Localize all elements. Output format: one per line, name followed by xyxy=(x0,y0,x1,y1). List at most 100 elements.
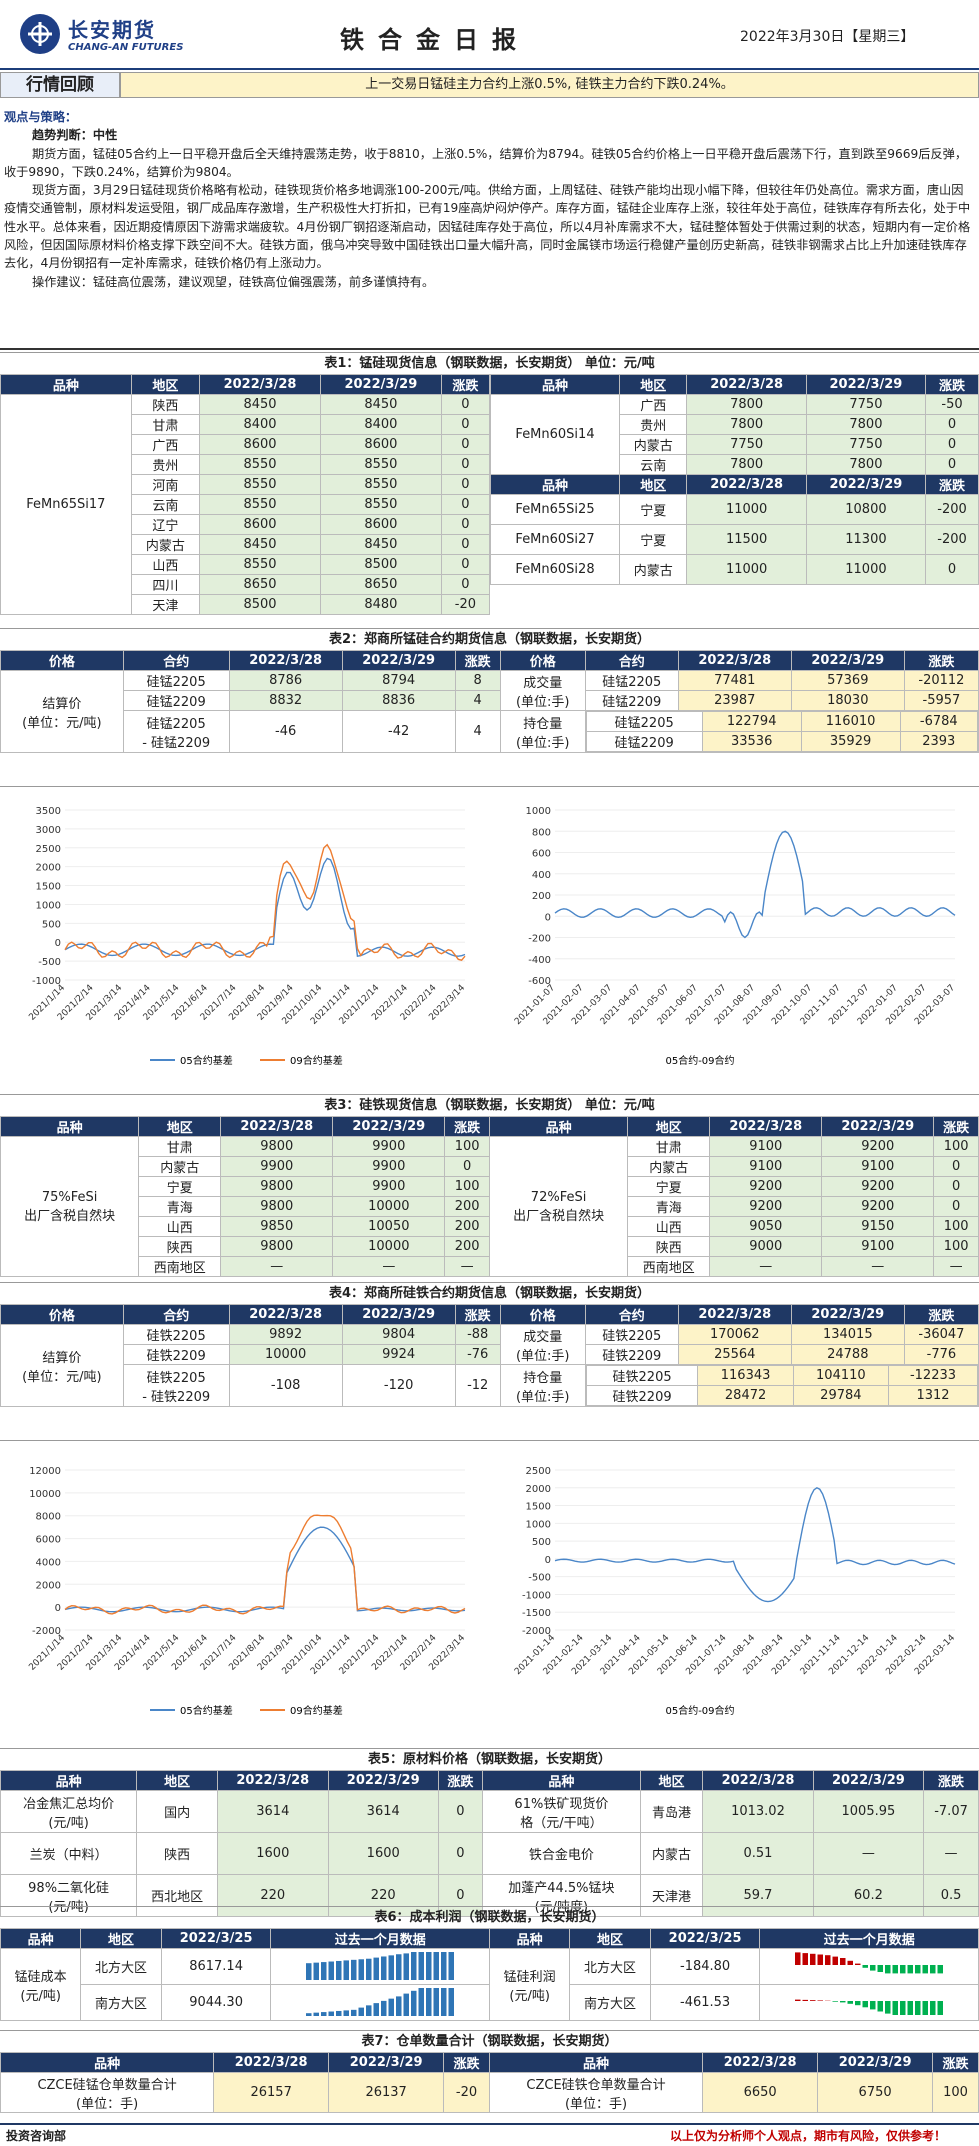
table-cell: -461.53 xyxy=(649,1984,761,2021)
table-cell: 甘肃 xyxy=(627,1136,711,1157)
sparkline-bar xyxy=(396,1953,402,1980)
column-header: 2022/3/28 xyxy=(686,374,807,395)
table-cell: 200 xyxy=(444,1216,490,1237)
table-cell: 8 xyxy=(454,670,501,691)
table-cell: 2393 xyxy=(899,731,979,752)
table-cell: 0 xyxy=(440,474,491,495)
sparkline-bar xyxy=(930,2000,936,2015)
column-header: 品种 xyxy=(481,1770,641,1791)
table-cell: — xyxy=(923,1832,979,1875)
table-cell: -46 xyxy=(228,710,343,753)
table-cell: 57369 xyxy=(790,670,905,691)
column-header: 价格 xyxy=(0,650,124,671)
table-row: 陕西 9800 10000 200 陕西 9000 9100 100 xyxy=(1,1236,979,1257)
table-row: 南方大区 9044.30 南方大区 -461.53 xyxy=(1,1984,979,2021)
table-cell: 8832 xyxy=(228,690,343,711)
product-cell: CZCE硅锰仓单数量合计 (单位：手) xyxy=(0,2072,215,2113)
table-row: CZCE硅锰仓单数量合计 (单位：手) 26157 26137 -20 CZCE硅铁仓单数… xyxy=(0,2072,979,2113)
y-tick-label: -500 xyxy=(528,1573,551,1584)
table-row: 价格 合约 2022/3/28 2022/3/29 涨跌 价格 合约 2022/3/28 202… xyxy=(0,650,979,671)
table-cell: 7800 xyxy=(686,414,807,435)
y-tick-label: 2000 xyxy=(36,863,61,874)
table-row: 兰炭（中料） 陕西 1600 1600 0 铁合金电价 内蒙古 0.51— — xyxy=(0,1832,979,1875)
table-cell: 0 xyxy=(440,454,491,475)
table4-caption: 表4：郑商所硅铁合约期货信息（钢联数据，长安期货） xyxy=(0,1282,979,1304)
sparkline-bar xyxy=(321,2011,327,2016)
chart-mnsi-basis: 3500300025002000150010005000-500-1000202… xyxy=(27,806,467,1067)
table-cell: 11300 xyxy=(805,524,927,555)
sparkline-bar xyxy=(907,1964,914,1973)
sparkline-bar xyxy=(862,2000,869,2007)
logo-text-en: CHANG-AN FUTURES xyxy=(68,42,184,53)
table-cell: 0 xyxy=(440,394,491,415)
column-header: 2022/3/28 xyxy=(217,1770,329,1791)
column-header: 2022/3/29 xyxy=(327,1770,439,1791)
table-cell: -200 xyxy=(925,494,979,525)
sparkline-bar xyxy=(937,2000,944,2015)
legend-05-label: 05合约基差 xyxy=(180,1054,233,1067)
table-cell: 9050 xyxy=(709,1216,823,1237)
column-header: 2022/3/25 xyxy=(649,1928,761,1949)
table-cell: 7750 xyxy=(686,434,807,455)
table-cell: 内蒙古 xyxy=(619,434,688,455)
table-cell: -12 xyxy=(454,1364,501,1407)
table-cell: 8550 xyxy=(319,454,442,475)
table6-caption: 表6：成本利润（钢联数据，长安期货） xyxy=(0,1906,979,1928)
column-header: 合约 xyxy=(122,1304,230,1325)
table-cell: 9100 xyxy=(821,1236,935,1257)
table-row: 四川 8650 8650 0 xyxy=(1,574,491,595)
table1-caption: 表1：锰硅现货信息（钢联数据，长安期货） 单位：元/吨 xyxy=(0,352,979,374)
product-cell: 铁合金电价 xyxy=(481,1832,641,1875)
table-cell: 0.51 xyxy=(702,1832,814,1875)
table-cell: 陕西 xyxy=(627,1236,711,1257)
y-tick-label: 400 xyxy=(532,870,551,881)
table-cell: 7800 xyxy=(805,454,927,475)
sparkline-bar xyxy=(403,1993,410,2016)
sparkline-bar xyxy=(840,1957,846,1965)
table-cell: 60.2 xyxy=(812,1874,925,1917)
table-cell: 9100 xyxy=(709,1156,823,1177)
table-cell: 1005.95 xyxy=(812,1790,925,1833)
sparkline-bar xyxy=(802,1999,809,2001)
sparkline-bar xyxy=(411,1951,417,1980)
y-tick-label: 1000 xyxy=(526,806,551,817)
column-header: 地区 xyxy=(136,1770,219,1791)
sparkline-bar xyxy=(358,1958,365,1980)
sparkline-bar xyxy=(930,1964,936,1973)
view-section: 观点与策略： 趋势判断：中性 期货方面，锰硅05合约上一日平稳开盘后全天维持震荡… xyxy=(0,104,979,350)
table-cell: -108 xyxy=(228,1364,343,1407)
table-cell: 1312 xyxy=(887,1385,979,1406)
sparkline-bar xyxy=(388,1998,395,2016)
column-header: 2022/3/29 xyxy=(817,2052,934,2073)
table-cell: — xyxy=(709,1256,823,1277)
sparkline-bar xyxy=(900,1964,906,1973)
y-tick-label: 4000 xyxy=(36,1557,61,1568)
sparkline-bar xyxy=(426,1951,432,1980)
table-cell: — xyxy=(933,1256,979,1277)
y-tick-label: 8000 xyxy=(36,1512,61,1523)
view-paragraph-spot: 现货方面，3月29日锰硅现货价格略有松动，硅铁现货价格多地调涨100-200元/… xyxy=(4,183,971,271)
sparkline-bar xyxy=(441,1951,447,1980)
table-cell: 6650 xyxy=(702,2072,819,2113)
sparkline-bar xyxy=(900,2000,906,2015)
table-cell: 0 xyxy=(925,434,979,455)
table2: 价格 合约 2022/3/28 2022/3/29 涨跌 价格 合约 2022/3/28 202… xyxy=(0,650,979,753)
table-row: 品种 地区 2022/3/28 2022/3/29 涨跌 xyxy=(489,474,979,495)
table-row: 品种 地区 2022/3/28 2022/3/29 涨跌 xyxy=(0,374,491,395)
column-header: 涨跌 xyxy=(923,1770,979,1791)
table-cell: 8550 xyxy=(199,474,321,495)
table-cell: 0 xyxy=(440,514,491,535)
column-header: 涨跌 xyxy=(903,650,979,671)
product-cell: 61%铁矿现货价 格（元/干吨） xyxy=(481,1790,641,1833)
table-cell: 10000 xyxy=(228,1344,343,1365)
table-cell: 100 xyxy=(444,1136,490,1157)
column-header: 涨跌 xyxy=(932,2052,979,2073)
table-row: 西南地区 — — — 西南地区 — — — xyxy=(1,1256,979,1277)
review-text: 上一交易日锰硅主力合约上涨0.5%, 硅铁主力合约下跌0.24%。 xyxy=(120,72,979,98)
product-cell: 加蓬产44.5%锰块 (元/吨度) xyxy=(481,1874,641,1917)
view-paragraph-advice: 操作建议：锰硅高位震荡，建议观望，硅铁高位偏强震荡，前多谨慎持有。 xyxy=(32,274,435,289)
table-cell: 8550 xyxy=(319,474,442,495)
y-tick-label: 2000 xyxy=(36,1580,61,1591)
table-cell: 170062 xyxy=(677,1324,792,1345)
sparkline-bar xyxy=(855,1963,861,1965)
